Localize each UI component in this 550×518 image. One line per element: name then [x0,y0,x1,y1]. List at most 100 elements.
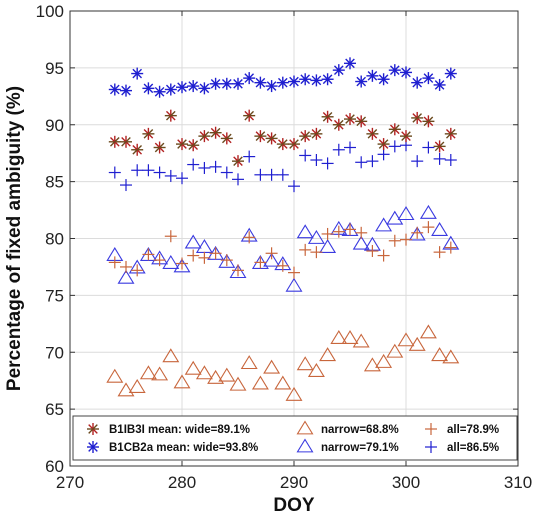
data-point [117,382,135,397]
data-point [229,376,247,391]
data-point [375,353,393,368]
data-point [220,166,233,179]
data-point [176,81,188,94]
data-point [198,161,211,174]
data-point [388,234,401,247]
data-point [187,80,200,93]
data-point [218,367,236,382]
series-4 [106,204,460,292]
data-point [176,138,188,151]
data-point [408,226,426,241]
data-point [218,253,236,268]
data-point [274,375,292,390]
data-point [411,111,424,124]
legend-box [72,415,518,461]
data-point [243,150,256,163]
data-point [153,254,166,267]
data-point [431,221,449,236]
data-point [285,277,303,292]
data-point [444,67,457,80]
legend-marker [425,441,437,453]
data-point [243,72,256,85]
data-point [187,139,200,152]
data-point [142,82,155,95]
data-point [108,166,121,179]
data-point [195,365,213,380]
data-point [251,375,269,390]
data-point [444,154,457,167]
legend-marker [425,423,437,435]
data-point [288,180,300,193]
data-point [220,132,233,145]
axis-ticks: 270 280 290 300 310 60 65 70 75 80 85 90 95 100 [36,2,533,492]
data-point [400,130,412,143]
data-point [108,256,121,269]
data-point [397,332,415,347]
series-5 [108,139,457,193]
data-point [131,67,144,80]
data-point [442,349,460,364]
data-point [151,366,169,381]
data-point [422,221,435,234]
data-point [321,157,334,170]
data-point [422,141,435,154]
data-point [332,118,345,131]
y-axis-title: Percentage of fixed ambiguity (%) [4,86,25,391]
data-point [198,82,211,95]
data-point [243,231,256,244]
data-point [254,168,267,181]
data-point [254,130,267,143]
data-point [207,369,225,384]
data-point [366,127,379,140]
data-point [310,246,323,259]
data-point [299,73,312,86]
data-point [209,247,222,260]
data-point [232,77,244,90]
data-point [411,155,424,168]
x-tick-label: 300 [392,473,420,492]
y-tick-label: 65 [45,400,64,419]
legend-entry-label: narrow=68.8% [321,424,399,436]
data-point [444,127,457,140]
data-point [164,83,177,96]
data-point [433,246,446,259]
series-2 [108,221,457,279]
data-point [355,115,368,128]
data-point [419,324,437,339]
y-tick-label: 60 [45,457,64,476]
data-point [120,84,132,97]
data-point [176,257,188,270]
data-point [377,148,390,161]
data-point [366,245,379,258]
x-tick-label: 310 [504,473,532,492]
data-point [411,226,424,239]
data-point [184,360,202,375]
data-point [310,127,323,140]
data-point [321,73,334,86]
data-point [209,77,222,90]
data-point [209,160,222,173]
data-point [377,138,390,151]
data-point [187,158,200,171]
data-point [254,256,267,269]
data-point [232,173,244,186]
data-point [232,155,244,168]
y-tick-label: 100 [36,2,64,21]
y-tick-label: 95 [45,59,64,78]
data-point [240,355,258,370]
data-point [288,266,300,279]
data-point [265,80,278,93]
data-point [321,227,334,240]
series-0 [108,109,457,168]
data-point [341,330,359,345]
data-point [131,164,144,177]
data-point [108,135,121,148]
data-point [310,74,323,87]
data-point [344,57,356,70]
legend-marker [87,441,99,453]
data-point [366,69,379,82]
data-point [209,126,222,139]
x-tick-label: 280 [168,473,196,492]
